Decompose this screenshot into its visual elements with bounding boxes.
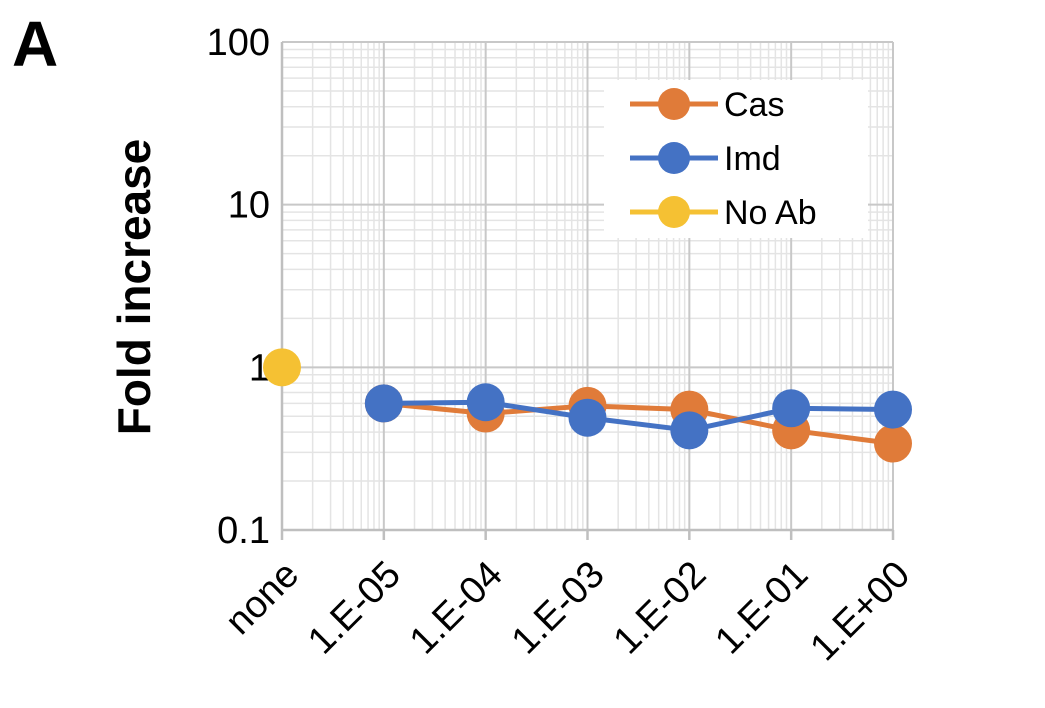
x-tick-label: 1.E+00: [803, 553, 919, 669]
data-point-imd: [364, 384, 403, 423]
legend-marker-cas: [658, 88, 690, 120]
panel-letter: A: [12, 8, 59, 80]
x-tick-label: 1.E-02: [606, 553, 715, 662]
series-no-ab: [263, 348, 301, 387]
x-tick-label: none: [218, 553, 307, 642]
data-point-cas: [874, 424, 912, 463]
data-point-imd: [874, 390, 912, 429]
data-point-imd: [772, 389, 811, 428]
x-tick-label: 1.E-01: [707, 553, 816, 662]
data-point-imd: [670, 411, 709, 450]
chart-grid: [282, 41, 894, 531]
legend: Cas Imd No Ab: [604, 80, 868, 238]
chart-axes: [280, 42, 895, 540]
data-point-imd: [568, 398, 607, 437]
series-layer: [263, 348, 912, 463]
data-point-no-ab: [263, 348, 301, 387]
x-tick-label: 1.E-05: [300, 553, 409, 662]
y-tick-labels: 0.1 1 10 100: [207, 22, 270, 552]
y-tick-label: 1: [249, 347, 270, 389]
data-point-imd: [466, 383, 505, 422]
legend-label-imd: Imd: [724, 140, 781, 178]
y-tick-label: 100: [207, 22, 270, 64]
legend-label-cas: Cas: [724, 86, 784, 124]
legend-marker-no-ab: [658, 196, 690, 228]
y-tick-label: 10: [228, 185, 270, 227]
y-tick-label: 0.1: [217, 510, 270, 552]
legend-label-no-ab: No Ab: [724, 194, 817, 232]
series-imd: [364, 383, 912, 450]
y-axis-title: Fold increase: [108, 139, 160, 436]
x-tick-label: 1.E-04: [402, 553, 511, 662]
x-tick-label: 1.E-03: [504, 553, 613, 662]
legend-marker-imd: [658, 142, 690, 174]
